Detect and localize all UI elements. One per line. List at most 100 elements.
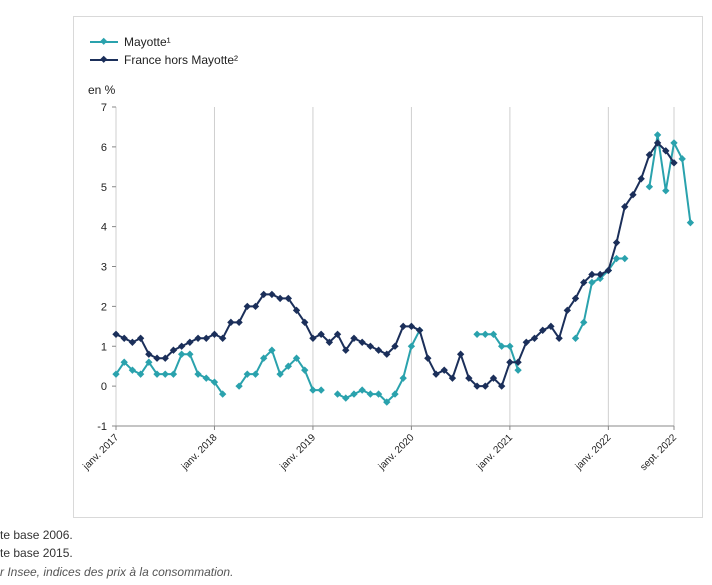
x-axis-ticks: janv. 2017 janv. 2018 janv. 2019 janv. 2020… — [81, 426, 679, 473]
data-point — [210, 378, 219, 386]
data-point — [177, 342, 186, 350]
data-point — [637, 175, 645, 183]
data-point — [317, 330, 325, 338]
data-point — [268, 290, 276, 299]
data-point — [186, 350, 194, 358]
data-point — [325, 338, 334, 346]
data-point — [350, 390, 358, 398]
data-point — [481, 382, 489, 390]
legend-label: Mayotte¹ — [124, 35, 171, 49]
data-point — [489, 374, 498, 382]
data-point — [161, 370, 169, 378]
data-point — [194, 334, 202, 342]
data-point — [506, 342, 514, 350]
data-point — [177, 350, 186, 358]
series-line — [648, 133, 692, 223]
data-point — [399, 374, 407, 382]
data-point — [383, 350, 391, 358]
data-point — [120, 358, 128, 366]
data-point — [218, 390, 227, 398]
data-point — [662, 147, 670, 155]
data-point — [276, 370, 284, 378]
data-point — [136, 334, 145, 342]
data-point — [243, 302, 251, 311]
data-point — [202, 374, 210, 382]
data-point — [612, 238, 621, 247]
data-point — [580, 318, 588, 327]
x-tick-label: sept. 2022 — [638, 432, 679, 473]
data-point — [645, 183, 654, 191]
data-point — [563, 306, 572, 315]
data-point — [391, 390, 399, 398]
data-point — [612, 254, 621, 263]
legend-swatch-marker — [100, 37, 108, 45]
series-line — [574, 257, 625, 339]
data-point — [136, 370, 145, 378]
data-point — [391, 342, 399, 350]
data-point — [440, 366, 448, 374]
data-point — [342, 394, 350, 402]
data-point — [301, 318, 309, 327]
y-axis-ticks: -1 0 1 2 3 4 5 6 7 — [97, 102, 116, 433]
y-tick-label: 5 — [101, 182, 107, 194]
y-tick-label: 4 — [101, 222, 107, 234]
series-1 — [112, 139, 678, 390]
data-point — [497, 342, 506, 350]
data-point — [465, 374, 473, 382]
data-point — [383, 398, 391, 406]
data-point — [415, 326, 424, 334]
data-point — [653, 139, 662, 147]
y-tick-label: 3 — [101, 262, 107, 274]
data-point — [407, 342, 416, 350]
data-point — [489, 330, 498, 338]
x-tick-label: janv. 2020 — [376, 432, 417, 473]
data-point — [596, 274, 604, 283]
data-point — [366, 390, 375, 398]
data-point — [358, 386, 366, 394]
data-point — [374, 346, 383, 354]
y-tick-label: -1 — [97, 421, 107, 433]
data-point — [571, 334, 580, 342]
x-tick-label: janv. 2021 — [474, 432, 515, 473]
data-point — [539, 326, 547, 334]
data-point — [366, 342, 375, 350]
data-point — [456, 350, 465, 358]
data-point — [153, 370, 161, 378]
data-point — [358, 338, 366, 346]
y-tick-label: 7 — [101, 102, 107, 114]
source-note: r Insee, indices des prix à la consommat… — [0, 565, 234, 579]
data-point — [202, 334, 210, 342]
footnote-2: te base 2015. — [0, 546, 73, 560]
data-point — [210, 330, 219, 338]
series-0 — [112, 131, 695, 406]
y-tick-label: 6 — [101, 142, 107, 154]
data-point — [686, 218, 695, 227]
data-point — [473, 330, 481, 338]
series-line — [477, 333, 520, 371]
data-point — [235, 382, 243, 390]
data-point — [317, 386, 325, 394]
data-point — [596, 270, 604, 279]
y-tick-label: 0 — [101, 381, 107, 393]
data-point — [588, 270, 596, 279]
data-point — [251, 370, 260, 378]
data-point — [481, 330, 489, 338]
y-tick-label: 1 — [101, 341, 107, 353]
data-point — [235, 318, 243, 327]
series-line — [115, 353, 224, 395]
data-point — [112, 330, 120, 338]
data-point — [243, 370, 251, 378]
y-tick-label: 2 — [101, 301, 107, 313]
data-point — [506, 358, 514, 366]
data-point — [128, 338, 137, 346]
data-point — [342, 346, 350, 354]
data-point — [350, 334, 358, 342]
chart-frame: Mayotte¹ France hors Mayotte² en % -1 0 1 2 3… — [73, 16, 703, 518]
data-point — [186, 338, 194, 346]
data-point — [514, 366, 522, 374]
data-point — [555, 334, 563, 342]
data-point — [309, 334, 317, 342]
data-point — [333, 330, 342, 338]
data-point — [621, 203, 629, 211]
data-point — [678, 155, 686, 163]
